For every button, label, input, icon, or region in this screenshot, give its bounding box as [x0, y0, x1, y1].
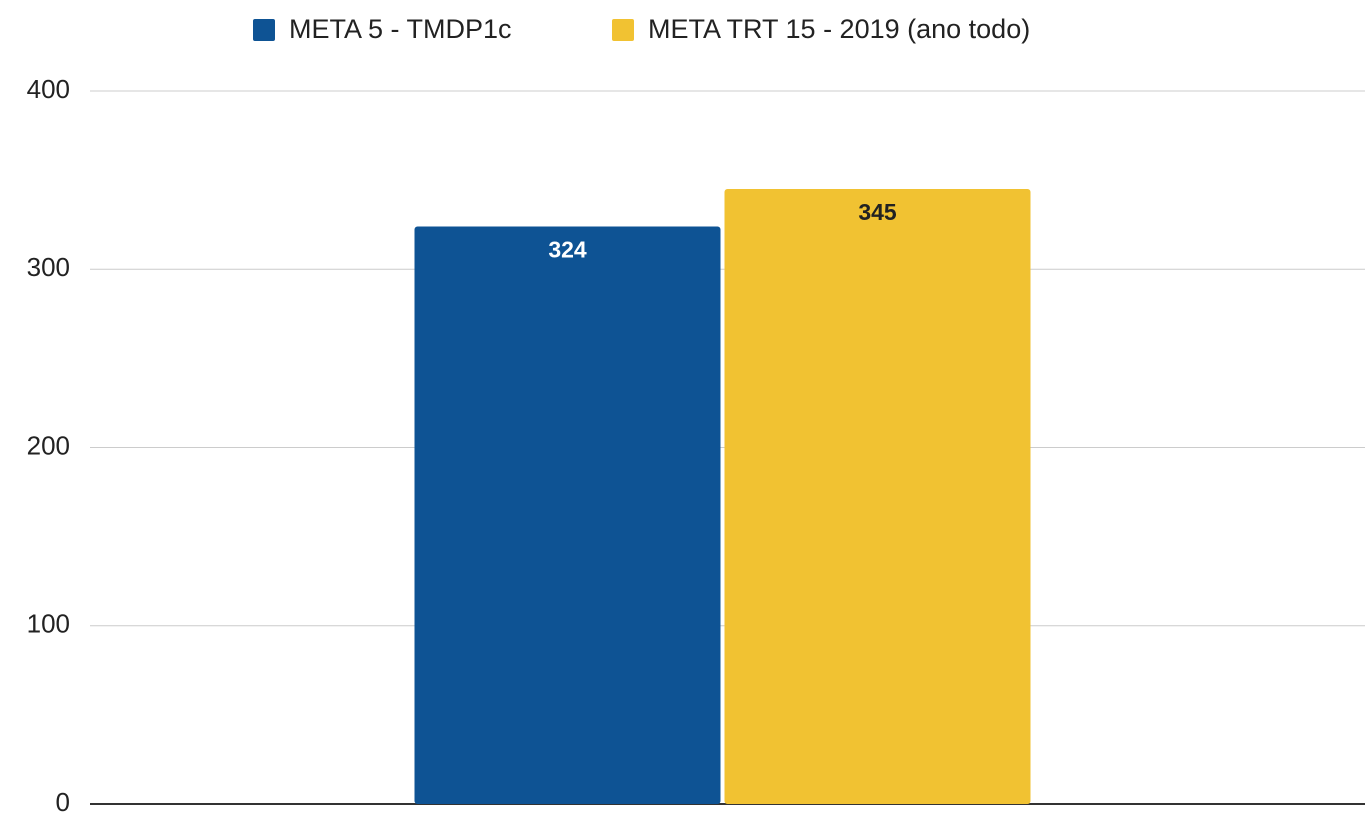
legend-swatch [253, 19, 275, 41]
legend-swatch [612, 19, 634, 41]
data-label: 324 [548, 237, 587, 263]
y-tick-label: 300 [27, 252, 70, 282]
y-tick-label: 200 [27, 430, 70, 460]
legend-label: META 5 - TMDP1c [289, 14, 512, 44]
y-tick-label: 100 [27, 609, 70, 639]
legend-label: META TRT 15 - 2019 (ano todo) [648, 14, 1030, 44]
bar [414, 226, 721, 805]
y-tick-label: 0 [56, 787, 70, 813]
bar [724, 189, 1031, 805]
y-tick-label: 400 [27, 74, 70, 104]
data-label: 345 [858, 199, 897, 225]
